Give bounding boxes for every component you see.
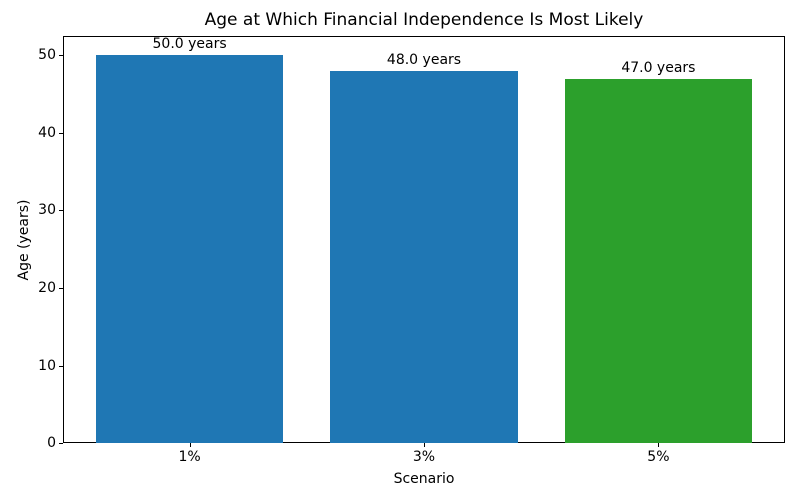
x-tick-mark [189,443,191,447]
x-tick-label: 3% [412,449,436,465]
x-tick-mark [424,443,425,447]
y-tick-mark [59,55,63,57]
y-tick-label: 20 [38,280,56,296]
x-tick-label: 5% [647,449,670,465]
y-tick-mark [59,210,63,212]
x-tick-mark [658,443,660,447]
bar-5% [564,78,753,443]
y-tick-mark [59,443,63,444]
y-tick-mark [59,365,63,367]
bar-3% [330,70,518,443]
x-tick-label: 1% [178,449,201,465]
bar-value-label: 50.0 years [152,36,227,53]
chart-title: Age at Which Financial Independence Is M… [204,10,644,30]
y-tick-mark [59,132,63,134]
y-tick-label: 0 [47,435,56,451]
y-tick-label: 10 [38,357,56,374]
y-tick-label: 40 [38,124,56,141]
y-tick-label: 30 [38,202,56,219]
y-tick-label: 50 [38,47,56,64]
bar-value-label: 47.0 years [621,59,696,76]
x-axis-label: Scenario [393,471,455,487]
bar-value-label: 48.0 years [386,51,462,68]
bar-1% [95,55,284,443]
y-tick-mark [59,288,63,289]
